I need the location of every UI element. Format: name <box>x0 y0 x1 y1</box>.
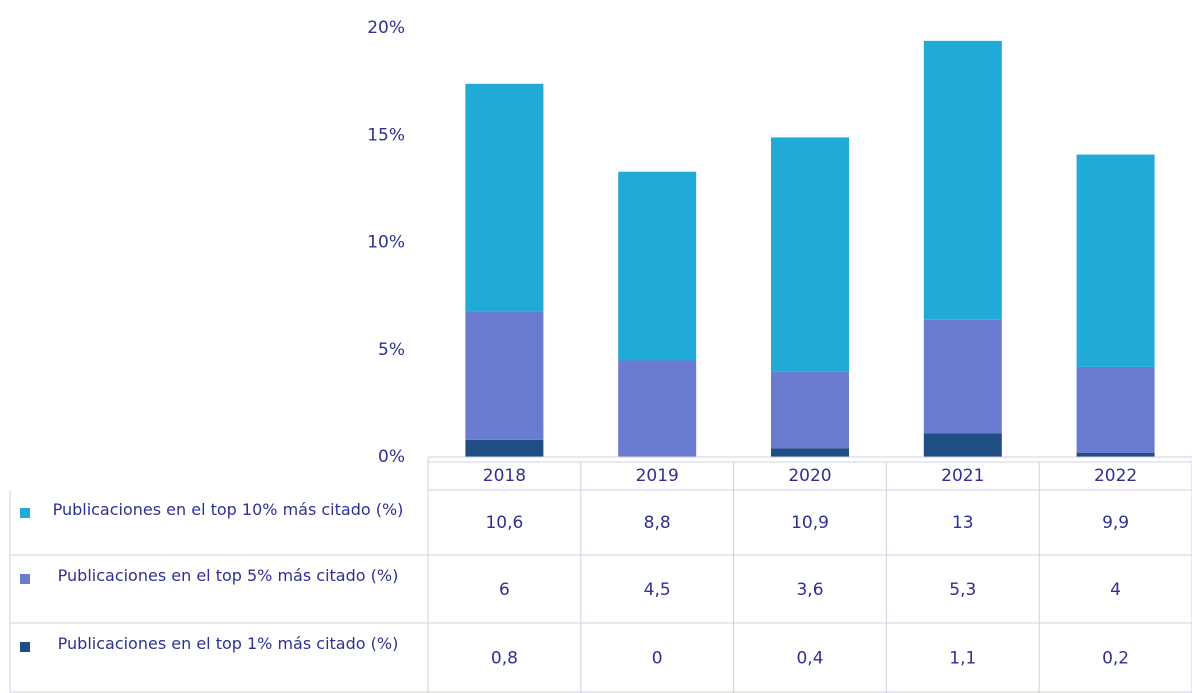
table-value: 13 <box>952 513 974 533</box>
x-tick-label: 2022 <box>1094 466 1137 486</box>
legend-label: Publicaciones en el top 10% más citado (… <box>52 500 404 519</box>
x-tick-label: 2021 <box>941 466 984 486</box>
y-tick-label: 20% <box>367 18 405 38</box>
bar-segment <box>618 171 697 361</box>
table-value: 5,3 <box>949 580 976 600</box>
legend-swatch <box>20 642 30 652</box>
bar-segment <box>923 433 1002 457</box>
table-value: 9,9 <box>1102 513 1129 533</box>
y-tick-label: 10% <box>367 233 405 253</box>
bar-segment <box>1076 452 1155 457</box>
x-tick-label: 2018 <box>483 466 526 486</box>
bar-segment <box>465 439 544 457</box>
table-value: 6 <box>499 580 510 600</box>
legend-label-box: Publicaciones en el top 5% más citado (%… <box>57 566 399 585</box>
table-value: 10,9 <box>791 513 829 533</box>
bar-segment <box>1076 154 1155 367</box>
y-tick-label: 5% <box>378 340 405 360</box>
table-value: 0,8 <box>491 649 518 669</box>
x-tick-label: 2020 <box>788 466 831 486</box>
legend-swatch <box>20 574 30 584</box>
legend-label-box: Publicaciones en el top 10% más citado (… <box>52 500 404 519</box>
bar-segment <box>771 448 849 457</box>
bar-segment <box>465 83 544 312</box>
table-value: 8,8 <box>644 513 671 533</box>
table-value: 10,6 <box>485 513 523 533</box>
bar-segment <box>771 371 849 449</box>
y-tick-label: 15% <box>367 125 405 145</box>
bar-segment <box>618 360 697 457</box>
legend-label: Publicaciones en el top 1% más citado (%… <box>57 634 399 653</box>
y-tick-label: 0% <box>378 447 405 467</box>
legend-swatch <box>20 508 30 518</box>
table-value: 3,6 <box>796 580 823 600</box>
bar-segment <box>1076 366 1155 453</box>
bar-segment <box>923 40 1002 320</box>
legend-label-box: Publicaciones en el top 1% más citado (%… <box>57 634 399 653</box>
bar-segment <box>465 311 544 440</box>
table-value: 4,5 <box>644 580 671 600</box>
table-value: 1,1 <box>949 649 976 669</box>
legend-label: Publicaciones en el top 5% más citado (%… <box>57 566 399 585</box>
bar-segment <box>923 319 1002 434</box>
table-value: 0,4 <box>796 649 823 669</box>
x-tick-label: 2019 <box>636 466 679 486</box>
table-value: 4 <box>1110 580 1121 600</box>
bar-segment <box>771 137 849 372</box>
table-value: 0 <box>652 649 663 669</box>
table-value: 0,2 <box>1102 649 1129 669</box>
